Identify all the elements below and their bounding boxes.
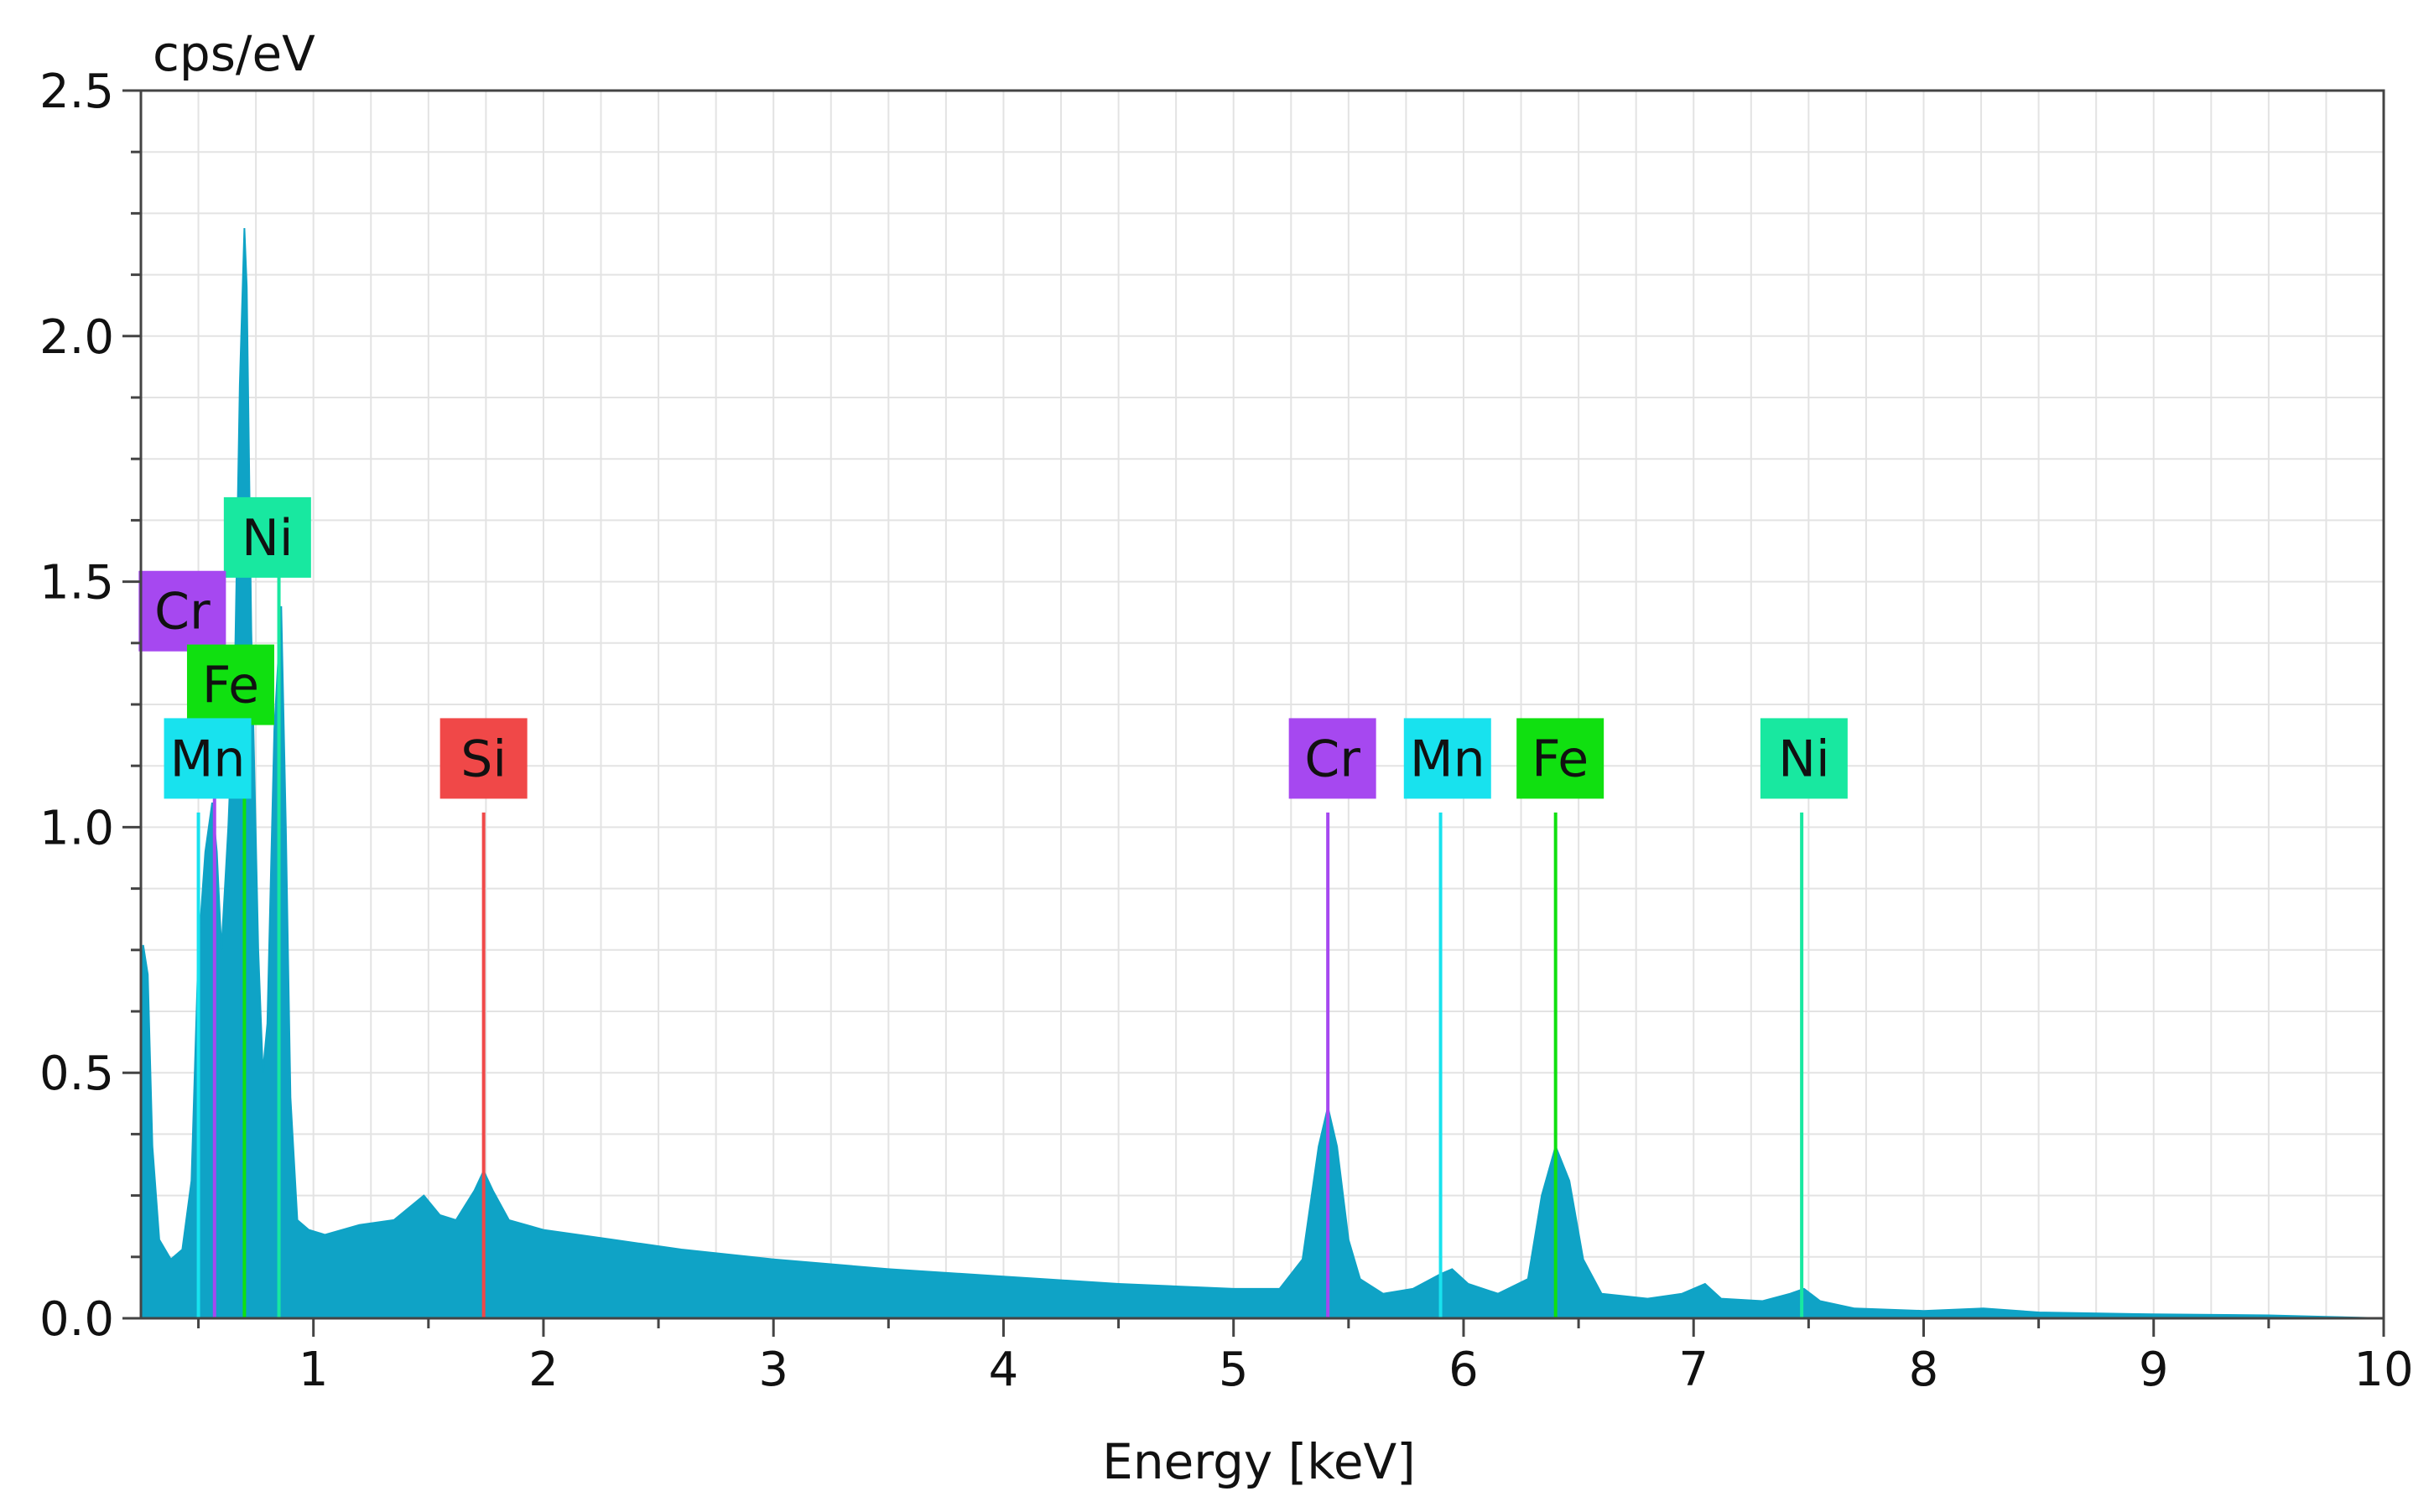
element-label-box [164,718,252,799]
element-label-cr: Cr [138,570,226,652]
element-label-mn: Mn [164,718,252,799]
element-label-text: Fe [202,657,259,715]
element-label-box [1516,718,1604,799]
element-label-text: Mn [170,730,246,788]
element-label-box [223,496,311,578]
element-labels: Ni Cr Fe Mn Si Cr Mn Fe Ni [138,496,1848,799]
element-label-ni: Ni [1760,718,1848,799]
y-tick-label: 2.0 [39,310,114,365]
x-tick-label: 8 [1909,1343,1939,1397]
element-label-box [1288,718,1376,799]
y-tick-label: 0.0 [39,1292,114,1347]
x-tick-label: 9 [2139,1343,2169,1397]
axis-ticks: 1 2 3 4 5 6 7 8 9 10 0.0 0.5 1.0 1.5 2.0 2.5 [39,65,2414,1397]
element-label-si: Si [439,718,528,799]
element-label-box [439,718,528,799]
element-label-text: Ni [242,509,294,568]
y-axis-label: cps/eV [153,25,315,82]
element-label-box [138,570,226,652]
element-label-text: Cr [1304,730,1360,788]
y-tick-label: 1.5 [39,556,114,611]
element-label-box [186,644,274,725]
x-tick-label: 2 [528,1343,559,1397]
x-tick-label: 5 [1219,1343,1249,1397]
element-label-mn: Mn [1403,718,1491,799]
element-label-cr: Cr [1288,718,1376,799]
element-label-text: Fe [1532,730,1589,788]
element-label-fe: Fe [186,644,274,725]
element-label-text: Cr [154,583,211,642]
grid [141,91,2385,1318]
x-tick-label: 6 [1448,1343,1479,1397]
element-label-box [1760,718,1848,799]
x-axis-label: Energy [keV] [1102,1433,1416,1490]
element-label-text: Mn [1410,730,1485,788]
x-tick-label: 7 [1678,1343,1708,1397]
spectrum-layer [140,227,2385,1319]
x-tick-label: 4 [989,1343,1019,1397]
x-tick-label: 1 [299,1343,329,1397]
y-tick-label: 2.5 [39,65,114,119]
element-label-ni: Ni [223,496,311,578]
element-label-text: Ni [1778,730,1830,788]
x-tick-label: 3 [758,1343,788,1397]
y-tick-label: 1.0 [39,801,114,855]
element-marker-lines [196,557,1804,1318]
spectrum-area [140,227,2385,1319]
element-label-fe: Fe [1516,718,1604,799]
y-tick-label: 0.5 [39,1047,114,1101]
element-label-text: Si [460,730,507,788]
element-label-box [1403,718,1491,799]
x-tick-label: 10 [2353,1343,2413,1397]
